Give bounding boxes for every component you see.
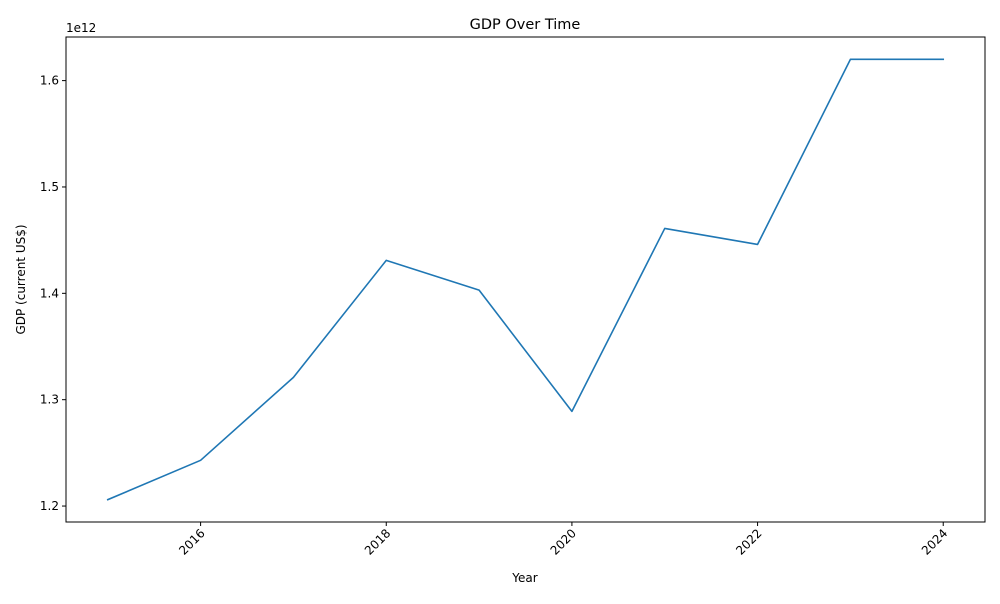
y-axis-ticks: 1.2 1.3 1.4 1.5 1.6 — [40, 74, 66, 513]
y-tick-label: 1.2 — [40, 499, 59, 513]
y-axis-label: GDP (current US$) — [14, 224, 28, 334]
x-tick-label: 2018 — [362, 526, 393, 557]
x-axis-ticks: 2016 2018 2020 2022 2024 — [176, 522, 950, 558]
y-tick-label: 1.3 — [40, 393, 59, 407]
data-point — [478, 289, 480, 291]
data-point — [571, 411, 573, 413]
y-tick-label: 1.4 — [40, 286, 59, 300]
chart-title: GDP Over Time — [470, 17, 581, 33]
data-point — [107, 499, 109, 501]
y-tick-label: 1.5 — [40, 180, 59, 194]
data-point — [942, 59, 944, 61]
y-tick-label: 1.6 — [40, 74, 59, 88]
data-point — [850, 59, 852, 61]
data-point — [293, 377, 295, 379]
data-point — [757, 244, 759, 246]
x-tick-label: 2020 — [548, 526, 579, 557]
y-axis-offset-label: 1e12 — [66, 21, 96, 35]
series-line — [106, 58, 945, 501]
data-point — [385, 260, 387, 262]
series-layer — [106, 58, 945, 501]
x-tick-label: 2016 — [176, 526, 207, 557]
data-point — [200, 460, 202, 462]
data-point — [664, 228, 666, 230]
plot-frame — [65, 36, 986, 523]
x-axis-label: Year — [511, 571, 537, 585]
x-tick-label: 2022 — [733, 526, 764, 557]
x-tick-label: 2024 — [919, 526, 950, 557]
